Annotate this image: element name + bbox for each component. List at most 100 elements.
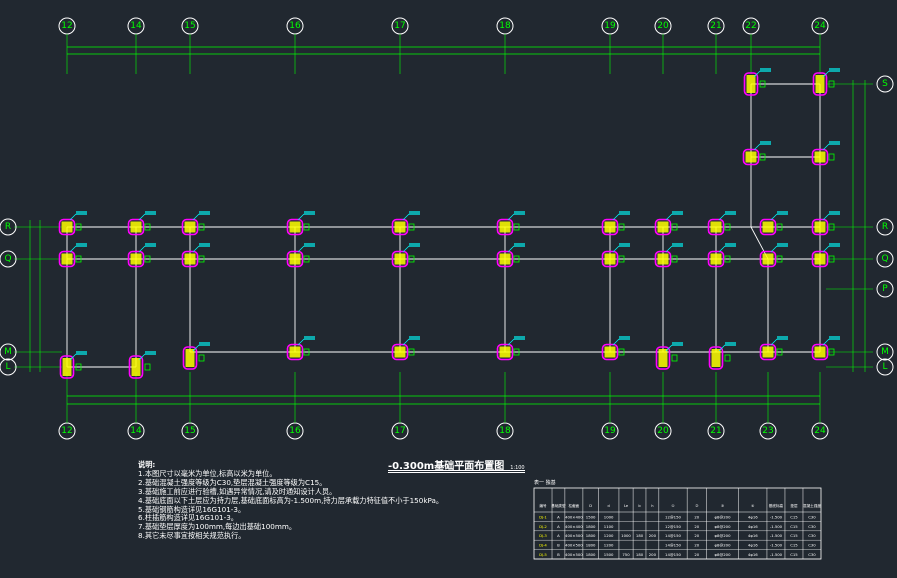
axis-bubble: 16 xyxy=(286,422,304,440)
footing-tag xyxy=(514,336,525,340)
footing-outline xyxy=(811,343,829,361)
table-cell: 1800 xyxy=(586,533,596,538)
footing-outline xyxy=(58,218,76,236)
note-item: 8.其它未尽事宜按相关规范执行。 xyxy=(138,531,246,541)
footing-outline xyxy=(496,343,514,361)
note-item: 7.基础垫层厚度为100mm,每边出基础100mm。 xyxy=(138,522,297,532)
footing-tag xyxy=(619,336,630,340)
footing-tag xyxy=(725,211,736,215)
note-item: 1.本图尺寸以毫米为单位,标高以米为单位。 xyxy=(138,468,277,478)
footing-core xyxy=(499,253,511,265)
axis-label: 24 xyxy=(814,21,826,31)
table-cell: 1800 xyxy=(586,543,596,548)
table-header-cell: 基础类型 xyxy=(551,503,566,508)
footing-core xyxy=(184,221,196,233)
axis-label: 19 xyxy=(604,426,616,436)
axis-bubble: P xyxy=(876,280,894,298)
table-cell: DJ-5 xyxy=(539,552,547,557)
leader-line xyxy=(770,245,778,253)
axis-bubble: 14 xyxy=(127,17,145,35)
axis-label: 24 xyxy=(814,426,826,436)
footing-tag xyxy=(199,342,210,346)
table-cell: DJ-2 xyxy=(539,524,547,529)
footing xyxy=(655,342,683,370)
footing xyxy=(601,336,630,361)
table-cell: A xyxy=(557,524,560,529)
footing xyxy=(811,211,840,236)
footing-outline xyxy=(742,148,760,166)
footing-outline xyxy=(708,346,724,370)
footing xyxy=(742,141,771,166)
footing-core xyxy=(762,221,774,233)
axis-label: L xyxy=(882,362,887,372)
footing-tag xyxy=(777,243,788,247)
footing-outline xyxy=(811,148,829,166)
notes-heading: 说明: xyxy=(138,460,156,469)
footing-outline xyxy=(286,250,304,268)
footing-core xyxy=(604,221,616,233)
footing-tag xyxy=(777,211,788,215)
table-header-cell: ④ xyxy=(751,504,754,508)
footing xyxy=(181,211,210,236)
table-cell: φ8@200 xyxy=(715,552,732,557)
footing-outline xyxy=(811,218,829,236)
footing-outline xyxy=(182,346,198,370)
footing-tag xyxy=(672,211,683,215)
axis-bubble: 19 xyxy=(601,17,619,35)
axis-circle xyxy=(876,250,894,268)
table-cell: 1500 xyxy=(586,514,596,519)
leader-line xyxy=(665,245,673,253)
footing-core xyxy=(657,253,669,265)
axis-label: Q xyxy=(4,254,11,264)
axis-bubble: L xyxy=(876,358,894,376)
footing-core xyxy=(604,253,616,265)
table-cell: 400×500 xyxy=(565,543,583,548)
footing-outline xyxy=(391,250,409,268)
table-cell: φ8@200 xyxy=(715,533,732,538)
footing-core xyxy=(289,221,301,233)
drawing-title-text: -0.300m基础平面布置图 xyxy=(388,461,505,472)
table-header-cell: ① xyxy=(671,504,674,508)
footing-outline xyxy=(601,343,619,361)
column-tag-box xyxy=(144,223,151,231)
footing-core xyxy=(814,346,826,358)
footing xyxy=(707,243,736,268)
axis-bubble: 24 xyxy=(811,17,829,35)
axis-bubble: 12 xyxy=(58,422,76,440)
title-underline xyxy=(388,470,525,471)
footing-tag xyxy=(304,211,315,215)
structural-grid xyxy=(66,83,821,368)
footing xyxy=(708,342,736,370)
footing-outline xyxy=(743,72,759,96)
column-tag-box xyxy=(513,255,520,263)
footing-core xyxy=(394,221,406,233)
axis-label: 19 xyxy=(604,21,616,31)
footing-outline xyxy=(759,218,777,236)
axis-bubble: 20 xyxy=(654,17,672,35)
table-cell: 1800 xyxy=(586,524,596,529)
leader-line xyxy=(665,344,673,352)
footing-core xyxy=(62,358,72,376)
footing-tag xyxy=(672,342,683,346)
footing-tag xyxy=(514,243,525,247)
footing-outline xyxy=(127,218,145,236)
table-header-cell: d xyxy=(608,504,610,508)
footing-outline xyxy=(812,72,828,96)
axis-label: M xyxy=(4,347,12,357)
note-item: 6.柱插筋构造详见16G101-3。 xyxy=(138,513,238,523)
axis-bubble: 23 xyxy=(759,422,777,440)
table-cell: 400×500 xyxy=(565,533,583,538)
column-tag-box xyxy=(303,348,310,356)
axis-label: M xyxy=(881,347,889,357)
drawing-title: -0.300m基础平面布置图 1:100 xyxy=(388,457,525,473)
footing-outline xyxy=(128,355,144,379)
column-tag-box xyxy=(75,363,82,371)
note-item: 2.基础混凝土强度等级为C30,垫层混凝土强度等级为C15。 xyxy=(138,477,327,487)
table-cell: C15 xyxy=(790,524,798,529)
axis-bubble: 15 xyxy=(181,17,199,35)
footing-tag xyxy=(829,336,840,340)
axis-label: 18 xyxy=(499,21,511,31)
table-cell: 20 xyxy=(694,524,699,529)
column-tag-box xyxy=(408,223,415,231)
footing-outline xyxy=(181,250,199,268)
